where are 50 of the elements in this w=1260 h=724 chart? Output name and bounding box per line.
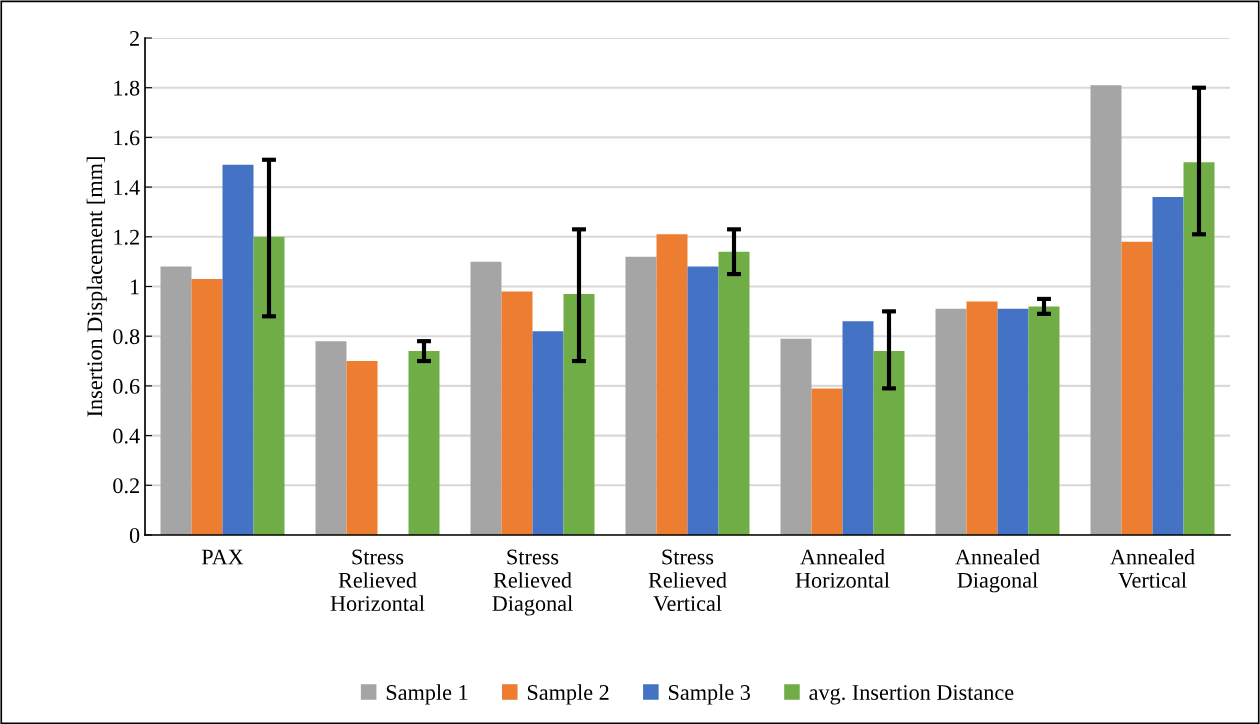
bar <box>315 341 347 535</box>
bar <box>811 388 843 535</box>
y-tick-label: 0.2 <box>113 478 139 494</box>
bar <box>1028 306 1060 535</box>
bar <box>997 308 1029 535</box>
bar <box>935 308 967 535</box>
legend-label: Sample 2 <box>527 684 609 705</box>
bar <box>966 301 998 535</box>
bar <box>470 261 502 535</box>
bar <box>625 256 657 535</box>
bar <box>1152 197 1184 535</box>
y-tick-label: 1 <box>130 279 139 295</box>
bar <box>222 164 254 535</box>
bar <box>408 351 440 535</box>
bar <box>1183 162 1215 535</box>
bar <box>780 338 812 535</box>
legend-label: Sample 3 <box>669 684 750 705</box>
bar <box>532 331 564 535</box>
x-tick-label: Annealed Horizontal <box>795 548 890 588</box>
x-tick-label: Stress Relieved Horizontal <box>330 549 425 611</box>
x-tick-label: PAX <box>201 549 244 565</box>
x-tick-label: Stress Relieved Vertical <box>648 549 727 612</box>
y-tick-label: 1.4 <box>114 180 140 196</box>
y-tick-label: 1.6 <box>114 130 140 146</box>
legend-label: avg. Insertion Distance <box>809 685 1014 705</box>
bar <box>501 291 533 535</box>
legend-label: Sample 1 <box>386 684 468 705</box>
x-tick-label: Annealed Diagonal <box>955 548 1040 593</box>
y-tick-label: 0.6 <box>113 378 140 394</box>
bar <box>160 266 192 535</box>
bar <box>842 321 874 535</box>
bar <box>346 361 378 535</box>
y-tick-label: 0.4 <box>113 428 140 444</box>
y-tick-label: 0.8 <box>113 329 140 345</box>
bar <box>718 251 750 535</box>
bar <box>687 266 719 535</box>
x-tick-label: Annealed Vertical <box>1110 548 1195 588</box>
x-tick-label: Stress Relieved Diagonal <box>492 549 573 616</box>
bar <box>656 234 688 535</box>
y-tick-label: 1.8 <box>114 80 140 96</box>
y-tick-label: 2 <box>130 30 139 46</box>
bar <box>873 351 905 535</box>
bar <box>563 293 595 535</box>
y-tick-label: 0 <box>129 527 140 543</box>
y-tick-label: 1.2 <box>114 229 139 245</box>
bar <box>1090 85 1122 535</box>
bar <box>191 279 223 535</box>
bar <box>1121 241 1153 535</box>
bar <box>253 236 285 535</box>
y-axis-title: Insertion Displacement [mm] <box>86 157 107 417</box>
